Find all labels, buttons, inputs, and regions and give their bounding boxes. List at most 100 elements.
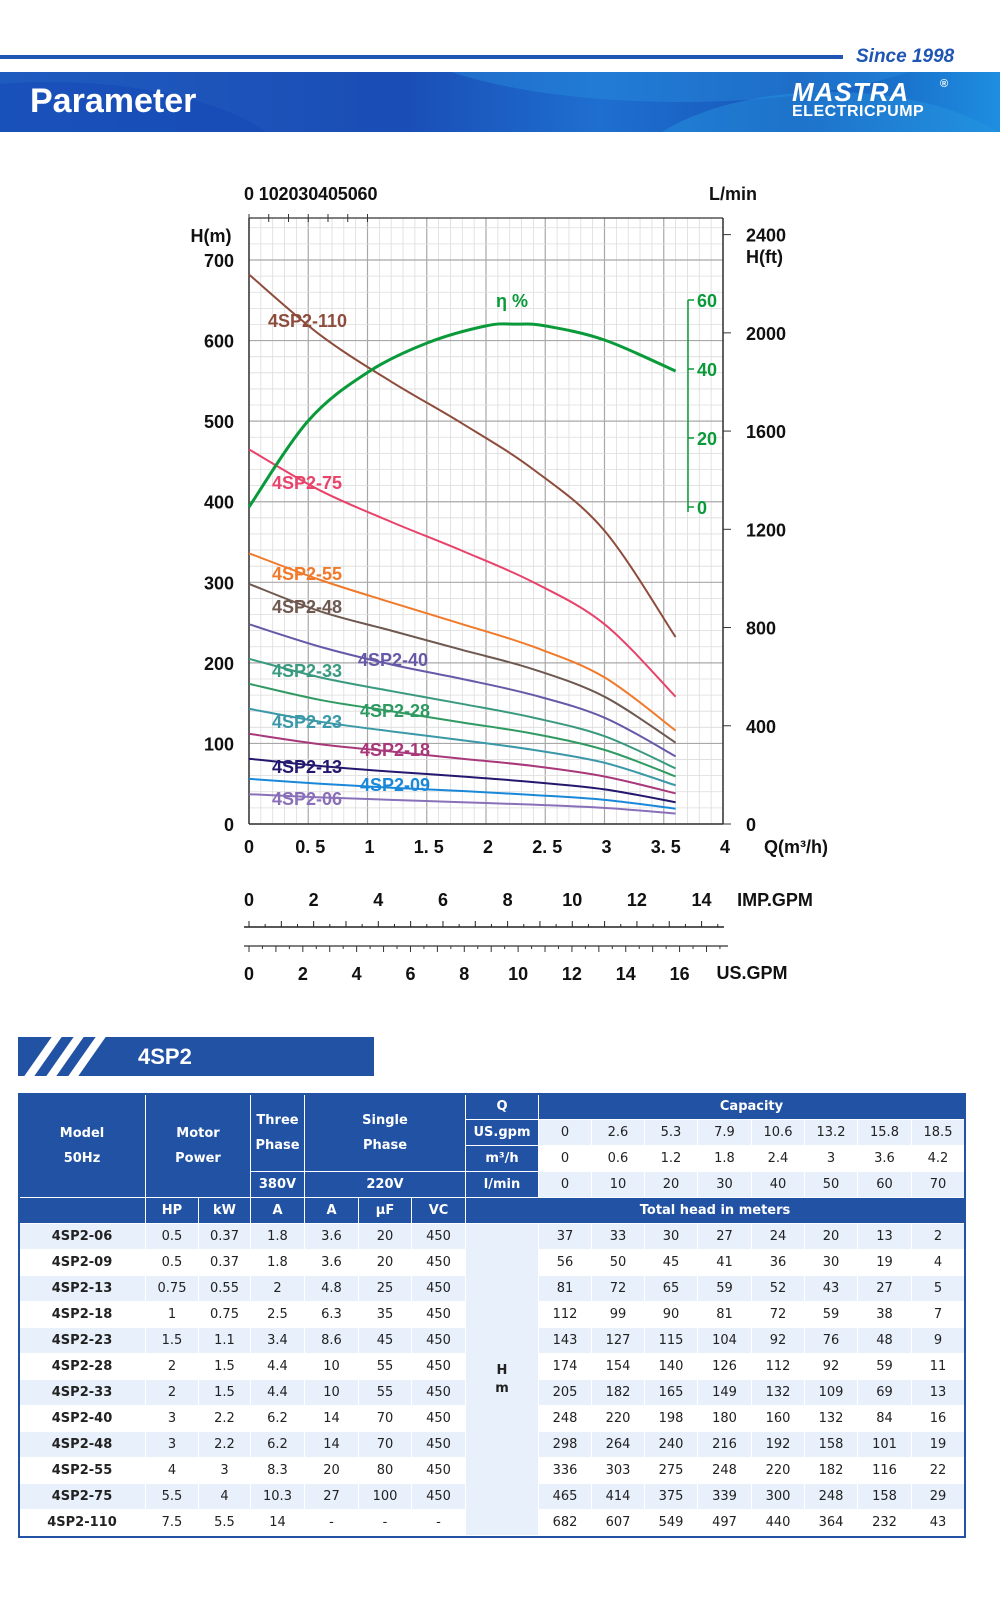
capacity-value: 1.8	[697, 1145, 752, 1172]
table-cell: 450	[411, 1249, 466, 1276]
table-cell: 70	[358, 1405, 412, 1432]
table-cell: 100	[358, 1483, 412, 1510]
table-cell: 298	[538, 1431, 592, 1458]
curve-label: 4SP2-28	[360, 701, 430, 721]
table-cell: 126	[697, 1353, 752, 1380]
table-cell: 6.2	[250, 1405, 305, 1432]
capacity-value: 18.5	[911, 1119, 965, 1146]
capacity-row: US.gpm 0 2.6 5.3 7.9 10.6 13.2 15.8 18.5	[19, 1119, 965, 1146]
table-cell: 0.75	[198, 1301, 251, 1328]
table-cell: 13	[911, 1379, 965, 1406]
table-cell: 2	[250, 1275, 305, 1302]
table-cell: 24	[751, 1223, 805, 1250]
capacity-value: 2.6	[591, 1119, 645, 1146]
table-cell: 198	[644, 1405, 698, 1432]
table-cell: 59	[697, 1275, 752, 1302]
table-cell: 180	[697, 1405, 752, 1432]
table-cell: 101	[857, 1431, 912, 1458]
table-cell: 80	[358, 1457, 412, 1484]
table-cell: 9	[911, 1327, 965, 1354]
us-gpm-tick-label: 4	[352, 964, 362, 984]
curve-label: 4SP2-09	[360, 775, 430, 795]
table-cell: 5.5	[145, 1483, 199, 1510]
model-subheader	[18, 1197, 146, 1224]
table-cell: 72	[591, 1275, 645, 1302]
table-cell: 465	[538, 1483, 592, 1510]
table-cell: 36	[751, 1249, 805, 1276]
x-tick-label: 4	[720, 837, 730, 857]
table-cell: 48	[857, 1327, 912, 1354]
three-phase-header: Three Phase	[250, 1093, 305, 1172]
table-cell: 27	[304, 1483, 359, 1510]
table-cell: 19	[911, 1431, 965, 1458]
top-tick-label: 10	[259, 184, 279, 204]
top-tick-label: 40	[318, 184, 338, 204]
since-label: Since 1998	[856, 46, 955, 67]
us-gpm-tick-label: 14	[616, 964, 636, 984]
table-cell: 1.8	[250, 1223, 305, 1250]
table-cell: 41	[697, 1249, 752, 1276]
x-tick-label: 1	[364, 837, 374, 857]
table-cell: 450	[411, 1353, 466, 1380]
imp-gpm-tick-label: 12	[627, 890, 647, 910]
table-cell: 2	[145, 1353, 199, 1380]
us-gpm-tick-label: 16	[670, 964, 690, 984]
single-phase-header: Single Phase	[304, 1093, 466, 1172]
table-cell: 205	[538, 1379, 592, 1406]
table-cell: 132	[804, 1405, 858, 1432]
y2-tick-label: 2000	[746, 324, 786, 344]
model-header: Model 50Hz	[18, 1093, 146, 1198]
capacity-value: 10.6	[751, 1119, 805, 1146]
table-cell: 149	[697, 1379, 752, 1406]
us-gpm-tick-label: 2	[298, 964, 308, 984]
table-cell: 109	[804, 1379, 858, 1406]
curve-label: 4SP2-06	[272, 789, 342, 809]
table-cell: 450	[411, 1483, 466, 1510]
table-cell: 3.6	[304, 1249, 359, 1276]
capacity-value: 7.9	[697, 1119, 752, 1146]
table-cell: 216	[697, 1431, 752, 1458]
y2-tick-label: 800	[746, 619, 776, 639]
table-cell: 45	[358, 1327, 412, 1354]
top-tick-label: 0	[244, 184, 254, 204]
capacity-value: 50	[804, 1171, 858, 1198]
y-tick-label: 500	[204, 412, 234, 432]
capacity-value: 4.2	[911, 1145, 965, 1172]
table-cell: 192	[751, 1431, 805, 1458]
table-cell: 112	[751, 1353, 805, 1380]
table-cell: 182	[804, 1457, 858, 1484]
table-cell: 607	[591, 1509, 645, 1536]
table-cell: 2.5	[250, 1301, 305, 1328]
unit-label: l/min	[465, 1171, 539, 1198]
table-row: 4SP2-55 4 3 8.3 20 80 450 336 303 275 248 220 182 116…	[18, 1457, 965, 1484]
table-cell: 116	[857, 1457, 912, 1484]
table-cell: 104	[697, 1327, 752, 1354]
section-title: 4SP2	[138, 1044, 192, 1069]
table-row: 4SP2-18 1 0.75 2.5 6.3 35 450 112 99 90 81 72 59 38 7	[18, 1301, 965, 1328]
imp-gpm-tick-label: 10	[562, 890, 582, 910]
x-tick-label: 0. 5	[295, 837, 325, 857]
table-row: 4SP2-33 2 1.5 4.4 10 55 450 205 182 165 149 132 109 6…	[18, 1379, 965, 1406]
table-cell: 0.5	[145, 1223, 199, 1250]
table-cell: 14	[304, 1431, 359, 1458]
capacity-value: 0	[538, 1145, 592, 1172]
table-cell: 158	[857, 1483, 912, 1510]
top-tick-label: 30	[298, 184, 318, 204]
table-cell: 220	[591, 1405, 645, 1432]
imp-gpm-tick-label: 6	[438, 890, 448, 910]
table-cell: 29	[911, 1483, 965, 1510]
table-cell: -	[411, 1509, 466, 1536]
curve-label: 4SP2-33	[272, 661, 342, 681]
table-cell: 0.55	[198, 1275, 251, 1302]
subheader-hp: HP	[145, 1197, 199, 1224]
table-cell: 76	[804, 1327, 858, 1354]
table-cell: 11	[911, 1353, 965, 1380]
table-cell: 70	[358, 1431, 412, 1458]
table-cell: 20	[358, 1249, 412, 1276]
table-cell: 10	[304, 1379, 359, 1406]
table-cell: 3.6	[304, 1223, 359, 1250]
table-cell: 264	[591, 1431, 645, 1458]
us-gpm-tick-label: 10	[508, 964, 528, 984]
